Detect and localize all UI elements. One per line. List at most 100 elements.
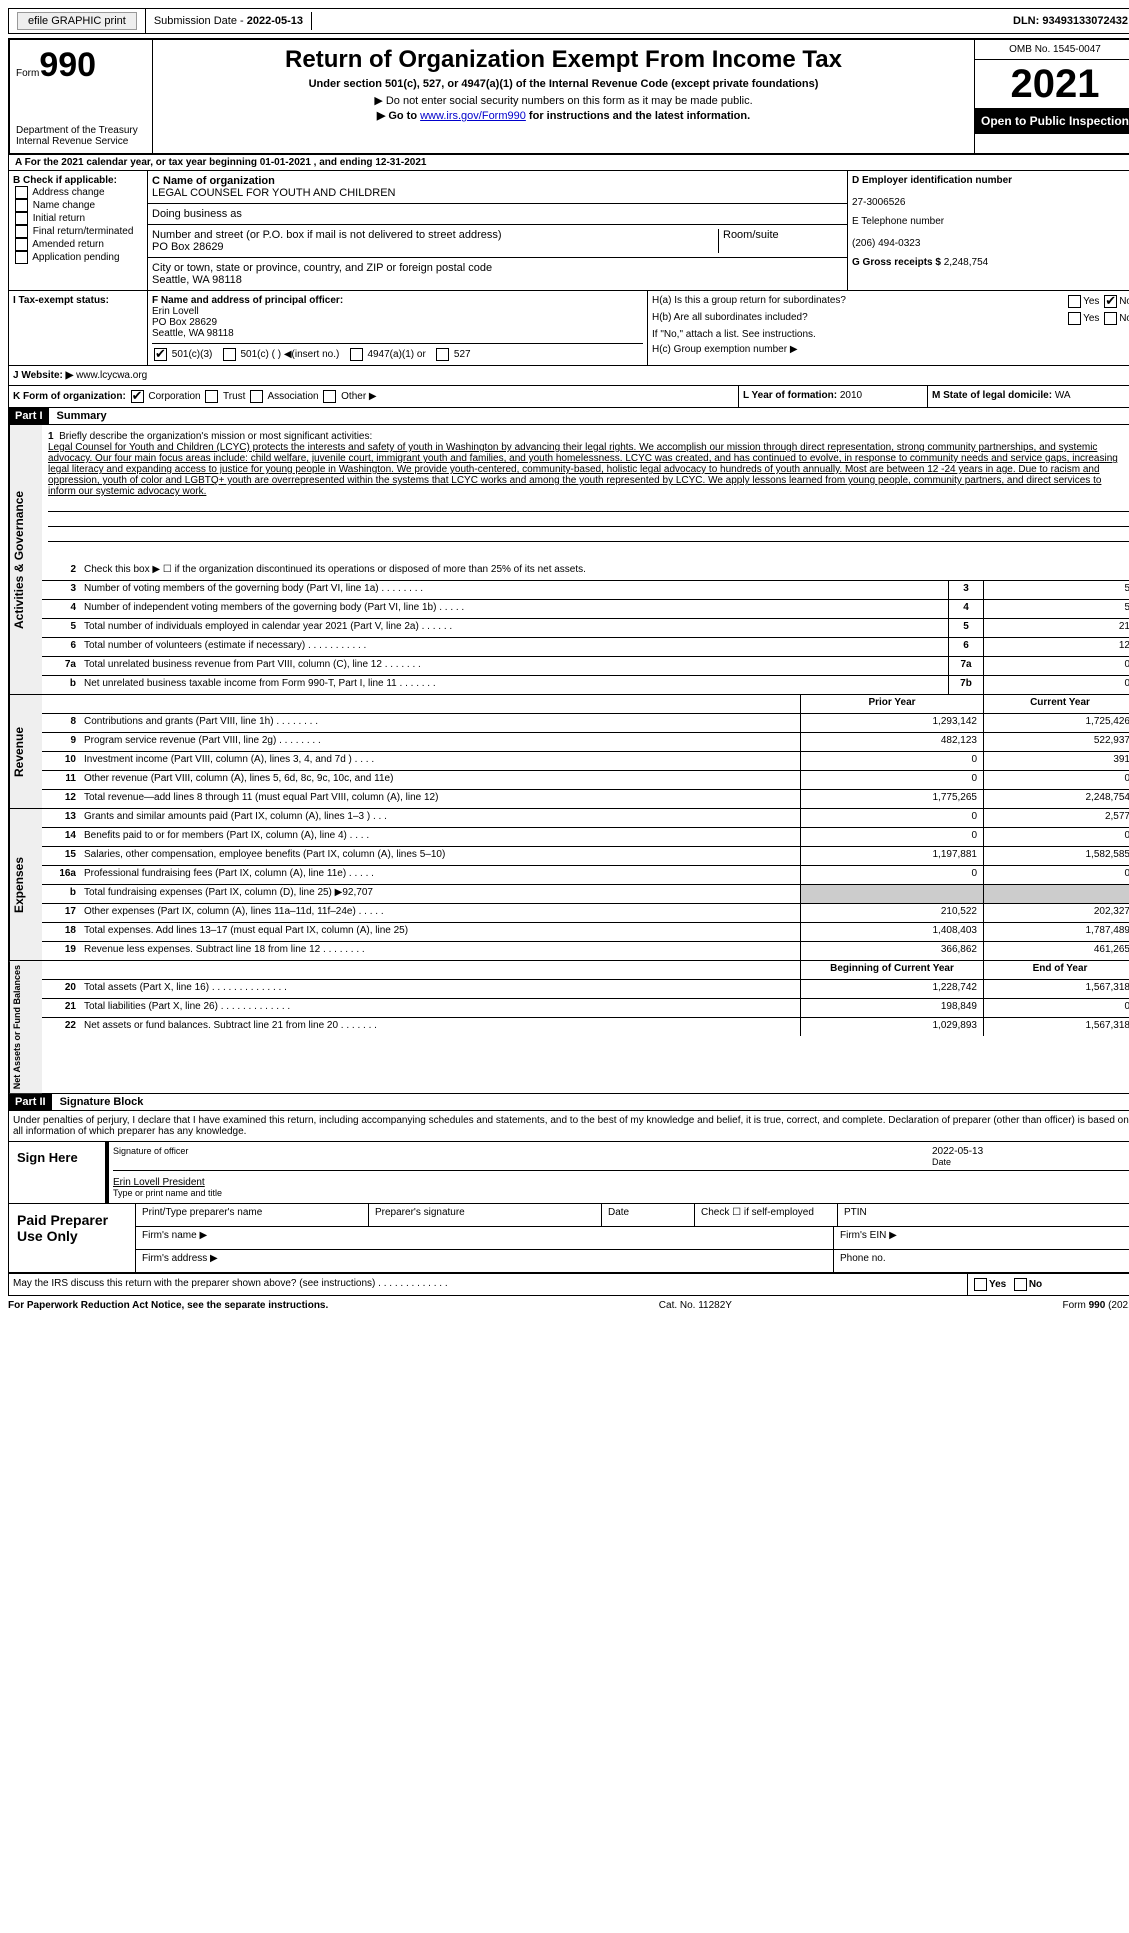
cb-501c[interactable]	[223, 348, 236, 361]
col-header-row: Prior Year Current Year	[42, 695, 1129, 714]
cb-label: Initial return	[33, 213, 85, 224]
sig-officer-label: Signature of officer	[113, 1146, 924, 1156]
lbl-assoc: Association	[267, 391, 318, 402]
efile-btn[interactable]: efile GRAPHIC print	[17, 12, 137, 30]
lbl-trust: Trust	[223, 391, 245, 402]
ein-label: D Employer identification number	[852, 175, 1012, 186]
paid-preparer-label: Paid Preparer Use Only	[9, 1204, 136, 1272]
submission-date: 2022-05-13	[247, 15, 303, 27]
data-line: 11Other revenue (Part VIII, column (A), …	[42, 771, 1129, 790]
cb-527[interactable]	[436, 348, 449, 361]
cb-address-change[interactable]	[15, 186, 28, 199]
footer-mid: Cat. No. 11282Y	[659, 1300, 732, 1311]
section-fh: I Tax-exempt status: F Name and address …	[8, 291, 1129, 366]
cb-other[interactable]	[323, 390, 336, 403]
k-label: K Form of organization:	[13, 391, 126, 402]
mission-text: Legal Counsel for Youth and Children (LC…	[48, 442, 1118, 497]
gov-line: 5Total number of individuals employed in…	[42, 619, 1129, 638]
cb-app-pending[interactable]	[15, 251, 28, 264]
cb-hb-no[interactable]	[1104, 312, 1117, 325]
officer-name-title: Erin Lovell President	[113, 1177, 205, 1188]
prep-h5: PTIN	[838, 1204, 1129, 1226]
prior-year-header: Prior Year	[800, 695, 983, 713]
mission-num: 1	[48, 431, 54, 442]
cb-discuss-yes[interactable]	[974, 1278, 987, 1291]
part1-label: Part I	[9, 408, 49, 424]
form-subtitle: Under section 501(c), 527, or 4947(a)(1)…	[159, 78, 968, 90]
type-print-label: Type or print name and title	[113, 1188, 222, 1198]
part2-header: Part II Signature Block	[8, 1094, 1129, 1111]
dept-label: Department of the Treasury Internal Reve…	[16, 125, 146, 147]
city-label: City or town, state or province, country…	[152, 262, 492, 274]
m-value: WA	[1055, 390, 1071, 401]
cb-final-return[interactable]	[15, 225, 28, 238]
prep-h2: Preparer's signature	[369, 1204, 602, 1226]
yes-label: Yes	[1083, 296, 1099, 307]
section-bcd: B Check if applicable: Address change Na…	[8, 171, 1129, 291]
netassets-section: Net Assets or Fund Balances Beginning of…	[8, 961, 1129, 1094]
cb-label: Amended return	[32, 239, 104, 250]
date-label: Date	[932, 1157, 951, 1167]
cb-discuss-no[interactable]	[1014, 1278, 1027, 1291]
no-label: No	[1119, 296, 1129, 307]
data-line: 16aProfessional fundraising fees (Part I…	[42, 866, 1129, 885]
data-line: 9Program service revenue (Part VIII, lin…	[42, 733, 1129, 752]
lbl-4947: 4947(a)(1) or	[367, 349, 425, 360]
footer: For Paperwork Reduction Act Notice, see …	[8, 1296, 1129, 1315]
sign-here-label: Sign Here	[9, 1142, 106, 1203]
data-line: 15Salaries, other compensation, employee…	[42, 847, 1129, 866]
data-line: 21Total liabilities (Part X, line 26) . …	[42, 999, 1129, 1018]
cb-initial-return[interactable]	[15, 212, 28, 225]
form-header: Form990 Department of the Treasury Inter…	[8, 38, 1129, 155]
yes-label: Yes	[1083, 313, 1099, 324]
officer-name: Erin Lovell	[152, 306, 199, 317]
side-net: Net Assets or Fund Balances	[9, 961, 42, 1093]
part2-label: Part II	[9, 1094, 52, 1110]
cb-amended[interactable]	[15, 238, 28, 251]
gross-value: 2,248,754	[944, 257, 989, 268]
cb-ha-yes[interactable]	[1068, 295, 1081, 308]
officer-addr1: PO Box 28629	[152, 317, 217, 328]
cb-hb-yes[interactable]	[1068, 312, 1081, 325]
l-value: 2010	[840, 390, 862, 401]
gov-line: bNet unrelated business taxable income f…	[42, 676, 1129, 694]
col-b-title: B Check if applicable:	[13, 175, 117, 186]
cb-label: Address change	[32, 187, 104, 198]
org-city: Seattle, WA 98118	[152, 274, 242, 286]
part1-title: Summary	[49, 408, 115, 424]
org-name: LEGAL COUNSEL FOR YOUTH AND CHILDREN	[152, 187, 395, 199]
cb-assoc[interactable]	[250, 390, 263, 403]
cb-ha-no[interactable]	[1104, 295, 1117, 308]
f-label: F Name and address of principal officer:	[152, 295, 343, 306]
cb-corp[interactable]	[131, 390, 144, 403]
addr-label: Number and street (or P.O. box if mail i…	[152, 229, 502, 241]
cb-trust[interactable]	[205, 390, 218, 403]
gov-line: 2Check this box ▶ ☐ if the organization …	[42, 562, 1129, 581]
lbl-527: 527	[454, 349, 471, 360]
part2-title: Signature Block	[52, 1094, 152, 1110]
goto-post: for instructions and the latest informat…	[526, 110, 750, 122]
phone-value: (206) 494-0323	[852, 238, 920, 249]
yes-lbl: Yes	[989, 1279, 1006, 1290]
gov-line: 4Number of independent voting members of…	[42, 600, 1129, 619]
data-line: 19Revenue less expenses. Subtract line 1…	[42, 942, 1129, 960]
gross-label: G Gross receipts $	[852, 257, 944, 268]
data-line: 8Contributions and grants (Part VIII, li…	[42, 714, 1129, 733]
footer-left: For Paperwork Reduction Act Notice, see …	[8, 1300, 328, 1311]
cb-label: Application pending	[32, 252, 119, 263]
mission-label: Briefly describe the organization's miss…	[59, 431, 372, 442]
form990-link[interactable]: www.irs.gov/Form990	[420, 110, 526, 122]
officer-addr2: Seattle, WA 98118	[152, 328, 234, 339]
data-line: 12Total revenue—add lines 8 through 11 (…	[42, 790, 1129, 808]
prep-h3: Date	[602, 1204, 695, 1226]
ein-value: 27-3006526	[852, 197, 905, 208]
dln-label: DLN:	[1013, 15, 1042, 27]
cb-name-change[interactable]	[15, 199, 28, 212]
prep-h1: Print/Type preparer's name	[136, 1204, 369, 1226]
c-name-label: C Name of organization	[152, 175, 275, 187]
cb-501c3[interactable]	[154, 348, 167, 361]
m-label: M State of legal domicile:	[932, 390, 1055, 401]
row-klm: K Form of organization: Corporation Trus…	[8, 386, 1129, 408]
signature-block: Under penalties of perjury, I declare th…	[8, 1111, 1129, 1273]
cb-4947[interactable]	[350, 348, 363, 361]
